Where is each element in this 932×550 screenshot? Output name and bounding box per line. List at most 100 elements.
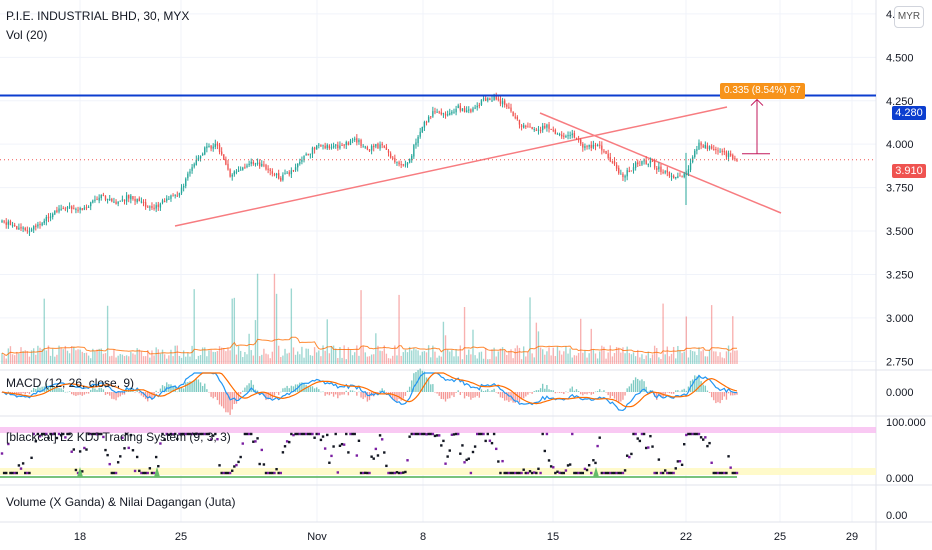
kdj-point: [104, 448, 107, 452]
volume-indicator-label[interactable]: Vol (20): [6, 28, 48, 42]
candle-body: [220, 151, 223, 155]
volume-bar: [539, 347, 542, 364]
volume-bar: [322, 345, 324, 364]
candle-body: [66, 207, 69, 209]
kdj-point: [87, 432, 90, 436]
kdj-point: [119, 455, 122, 458]
macd-histogram-bar: [280, 391, 282, 393]
kdj-point: [150, 471, 154, 475]
macd-histogram-bar: [721, 392, 723, 400]
volume-bar: [423, 351, 426, 364]
price-level-lines[interactable]: [0, 94, 876, 161]
candle-body: [434, 111, 436, 113]
kdj-point: [471, 450, 475, 454]
volume-bar: [356, 345, 358, 364]
volume-bar: [455, 349, 457, 364]
kdj-point: [469, 471, 473, 475]
kdj-point: [678, 460, 682, 463]
volume-bar: [35, 354, 37, 364]
kdj-point: [294, 432, 297, 436]
candle-body: [408, 158, 411, 163]
kdj-point: [404, 470, 407, 474]
kdj-point: [380, 438, 384, 441]
measure-tool[interactable]: [742, 98, 770, 155]
volume-bar: [81, 351, 83, 364]
macd-histogram-bar: [130, 388, 132, 392]
kdj-point: [383, 451, 386, 454]
kdj-point: [100, 432, 103, 436]
candle-body: [39, 224, 41, 226]
volume-bar: [586, 357, 588, 364]
volume-bar: [328, 353, 331, 364]
candle-body: [18, 227, 20, 230]
kdj-point: [459, 452, 462, 455]
kdj-point: [321, 435, 325, 438]
measure-arrow: [750, 98, 764, 106]
macd-histogram-bar: [225, 392, 227, 413]
trendlines[interactable]: [174, 106, 782, 227]
volume-bar: [480, 351, 483, 364]
macd-histogram-bar: [201, 385, 204, 392]
kdj-point: [609, 471, 612, 475]
time-axis[interactable]: 18 25 Nov 8 15 22 25 29: [74, 531, 858, 543]
volume-bar: [178, 355, 181, 364]
volume-bar: [87, 355, 90, 364]
candle-body: [603, 150, 605, 152]
candle-body: [451, 111, 453, 114]
macd-histogram-bar: [235, 392, 238, 404]
macd-histogram-bar: [569, 388, 571, 392]
kdj-point: [718, 471, 722, 475]
candle-body: [592, 144, 595, 148]
kdj-point: [165, 432, 168, 436]
kdj-point: [560, 471, 563, 475]
kdj-tick-label-bottom: 0.000: [886, 473, 914, 485]
candle-body: [529, 126, 531, 128]
price-axis[interactable]: 4.7504.5004.2504.0003.7503.5003.2503.000…: [886, 9, 926, 522]
volume-bar: [149, 357, 151, 364]
macd-histogram-bar: [185, 382, 187, 392]
macd-histogram-bar: [210, 392, 212, 397]
macd-histogram-bar: [630, 383, 633, 392]
kdj-point: [541, 432, 544, 436]
macd-histogram-bar: [639, 380, 641, 392]
macd-histogram-bar: [432, 384, 434, 392]
candle-body: [231, 174, 233, 177]
volume-bar: [288, 352, 290, 364]
macd-histogram-bar: [123, 392, 126, 395]
volume-bar: [736, 350, 738, 364]
macd-histogram-bar: [493, 388, 495, 392]
volume-bar: [49, 355, 52, 364]
macd-histogram-bar: [698, 374, 700, 392]
volume-bar: [326, 319, 328, 364]
kdj-point: [668, 471, 671, 475]
volume-bar: [706, 356, 709, 364]
kdj-point: [568, 463, 572, 466]
symbol-title[interactable]: P.I.E. INDUSTRIAL BHD, 30, MYX: [6, 9, 190, 23]
kdj-point: [180, 432, 183, 436]
macd-histogram-bar: [267, 392, 269, 400]
volume-x-ganda-label[interactable]: Volume (X Ganda) & Nilai Dagangan (Juta): [6, 495, 236, 509]
volume-bar: [582, 352, 584, 364]
macd-histogram-bar: [685, 390, 687, 392]
candle-body: [370, 145, 373, 151]
kdj-point: [349, 432, 352, 436]
macd-histogram-bar: [613, 392, 616, 399]
kdj-point: [330, 454, 333, 458]
candle-body: [455, 108, 457, 113]
candle-body: [601, 145, 603, 151]
volume-bar: [508, 350, 510, 364]
kdj-point: [682, 443, 686, 446]
macd-label[interactable]: MACD (12, 26, close, 9): [6, 376, 135, 390]
kdj-point: [604, 471, 608, 475]
volume-bar: [634, 356, 637, 364]
macd-histogram-bar: [155, 390, 157, 392]
kdj-label[interactable]: [blackcat] L2 KDJ Trading System (9, 3, …: [6, 430, 231, 444]
macd-histogram-bar: [90, 389, 92, 392]
volume-bar: [525, 356, 527, 364]
volume-bar: [364, 352, 366, 364]
macd-histogram-bar: [290, 385, 293, 392]
kdj-point: [497, 460, 500, 463]
currency-button[interactable]: MYR: [894, 6, 924, 28]
macd-histogram-bar: [223, 392, 225, 409]
